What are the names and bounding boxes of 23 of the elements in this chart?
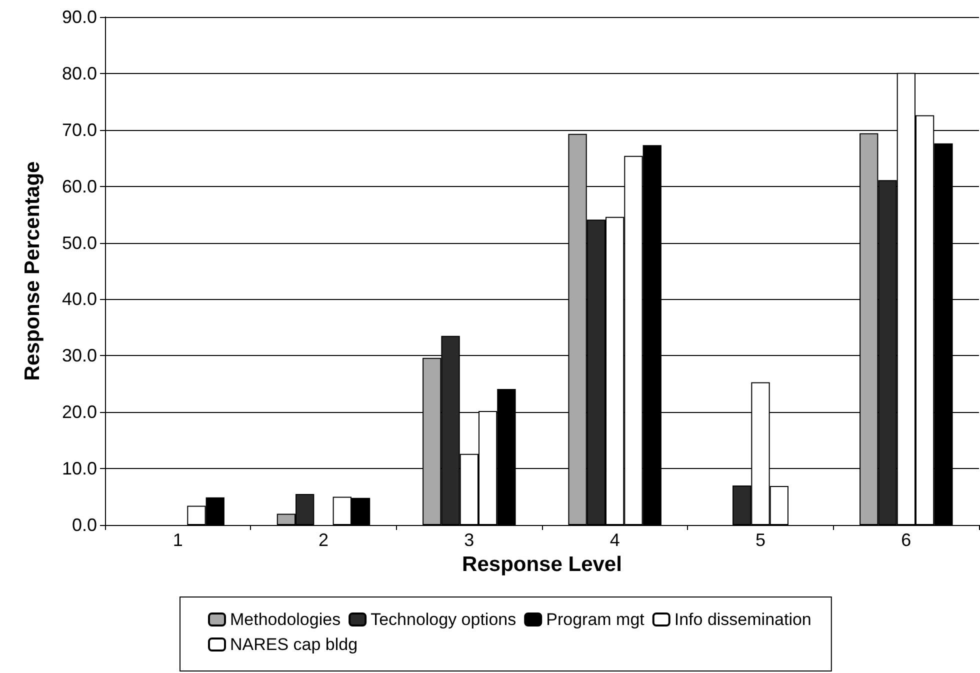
legend-label: Methodologies xyxy=(230,610,341,629)
y-tick-label: 80.0 xyxy=(62,63,97,84)
y-tick-label: 90.0 xyxy=(62,7,97,27)
x-tick-label: 3 xyxy=(464,530,474,550)
y-tick-label: 70.0 xyxy=(62,120,97,140)
y-tick-label: 20.0 xyxy=(62,402,97,422)
y-tick-label: 50.0 xyxy=(62,232,97,253)
legend-label: Info dissemination xyxy=(674,610,812,629)
legend-label: Program mgt xyxy=(546,610,645,629)
legend-label: NARES cap bldg xyxy=(230,635,358,654)
x-axis-title: Response Level xyxy=(462,552,622,576)
y-tick-label: 40.0 xyxy=(62,289,97,310)
y-axis-title: Response Percentage xyxy=(21,161,44,381)
x-tick-label: 6 xyxy=(901,530,912,550)
x-tick-label: 1 xyxy=(172,530,183,550)
x-tick-label: 5 xyxy=(755,530,766,550)
y-tick-label: 30.0 xyxy=(62,346,97,366)
y-tick-label: 60.0 xyxy=(62,176,97,196)
y-tick-label: 10.0 xyxy=(62,458,97,479)
legend-label: Technology options xyxy=(370,610,516,629)
x-tick-label: 2 xyxy=(318,530,329,550)
x-tick-label: 4 xyxy=(610,530,620,550)
y-tick-label: 0.0 xyxy=(72,515,97,535)
